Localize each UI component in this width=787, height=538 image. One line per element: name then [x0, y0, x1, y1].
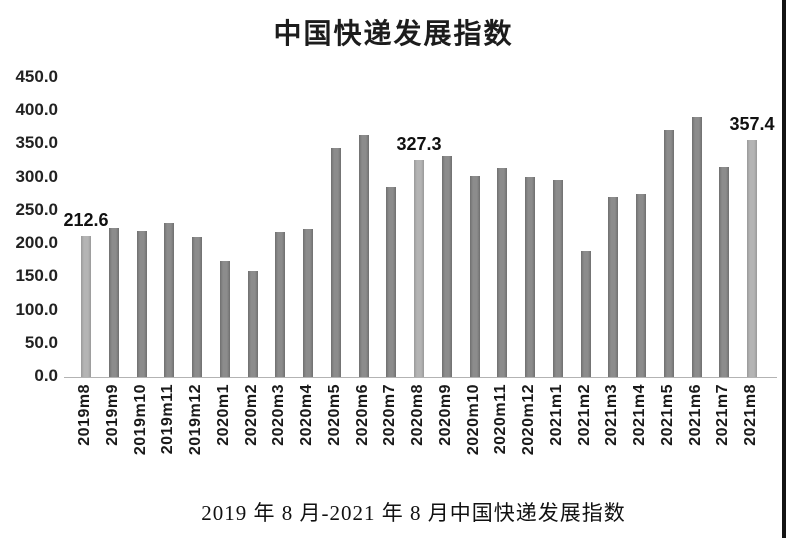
bar-2020m7: [386, 186, 397, 377]
chart-caption: 2019 年 8 月-2021 年 8 月中国快递发展指数: [201, 501, 626, 525]
x-axis-tick-label: 2021m5: [658, 384, 676, 446]
y-axis-tick-label: 400.0: [15, 100, 58, 120]
bar-2021m4: [636, 193, 646, 377]
x-axis-tick-label: 2020m2: [242, 384, 260, 446]
x-axis-tick-label: 2020m9: [436, 384, 454, 446]
bar-2021m8: [747, 139, 757, 377]
bar-2019m8: [81, 235, 91, 377]
y-axis-tick-label: 350.0: [15, 133, 58, 153]
x-axis-tick-label: 2020m4: [298, 384, 315, 446]
x-axis-tick-label: 2020m8: [409, 384, 426, 446]
x-axis-tick-label: 2021m6: [686, 384, 704, 446]
chart-title: 中国快递发展指数: [273, 19, 514, 50]
x-axis-tick-label: 2021m7: [714, 384, 732, 446]
page-border-line: [782, 0, 786, 538]
bar-2021m3: [608, 196, 619, 377]
x-axis-line: [64, 377, 777, 378]
bar-2020m1: [219, 261, 230, 377]
data-label-2020m8: 327.3: [396, 133, 442, 154]
bar-2019m10: [136, 231, 147, 377]
y-axis-tick-label: 450.0: [15, 67, 58, 86]
bar-2020m12: [525, 177, 535, 377]
bar-2021m7: [719, 167, 730, 377]
bar-2019m11: [164, 222, 175, 377]
y-axis-tick-label: 50.0: [24, 332, 58, 352]
x-axis-tick-label: 2021m3: [603, 384, 621, 446]
bar-2020m6: [358, 135, 369, 377]
bar-2021m6: [691, 117, 702, 377]
bar-2021m1: [552, 180, 563, 377]
bar-2020m2: [247, 271, 258, 377]
x-axis-tick-label: 2021m2: [575, 384, 593, 446]
bar-2020m5: [330, 147, 341, 377]
x-axis-tick-label: 2021m4: [631, 384, 648, 446]
y-axis-tick-label: 0.0: [34, 366, 58, 385]
bar-2020m10: [469, 175, 480, 377]
data-label-2019m8: 212.6: [63, 209, 109, 230]
x-axis-tick-label: 2020m11: [492, 384, 510, 455]
y-axis-tick-label: 100.0: [15, 299, 58, 319]
x-axis-tick-label: 2020m12: [520, 384, 537, 456]
x-axis-tick-label: 2019m11: [159, 384, 177, 455]
bar-2020m11: [497, 168, 508, 377]
data-label-2021m8: 357.4: [729, 113, 775, 134]
x-axis-tick-label: 2020m6: [353, 384, 371, 446]
bar-2020m9: [441, 156, 452, 377]
bar-2020m3: [275, 232, 286, 377]
x-axis-tick-label: 2019m8: [76, 384, 93, 446]
bar-2019m12: [192, 237, 202, 377]
y-axis-tick-label: 250.0: [15, 199, 58, 219]
x-axis-tick-label: 2020m10: [464, 384, 482, 456]
y-axis-tick-label: 200.0: [15, 233, 58, 253]
x-axis-tick-label: 2021m1: [547, 384, 565, 446]
x-axis-tick-label: 2020m5: [325, 384, 343, 446]
x-axis-tick-label: 2019m9: [103, 384, 121, 446]
bar-2020m4: [303, 228, 313, 377]
y-axis-tick-label: 150.0: [15, 266, 58, 286]
x-axis-tick-label: 2021m8: [742, 384, 759, 446]
x-axis-tick-label: 2020m1: [214, 384, 232, 446]
bar-2019m9: [108, 228, 119, 377]
y-axis-tick-label: 300.0: [15, 166, 58, 186]
bar-2021m2: [580, 251, 591, 377]
bar-2020m8: [414, 159, 424, 377]
x-axis-tick-label: 2019m12: [187, 384, 204, 456]
bar-2021m5: [663, 130, 674, 377]
x-axis-tick-label: 2019m10: [131, 384, 149, 456]
x-axis-tick-label: 2020m7: [381, 384, 399, 446]
x-axis-tick-label: 2020m3: [270, 384, 288, 446]
